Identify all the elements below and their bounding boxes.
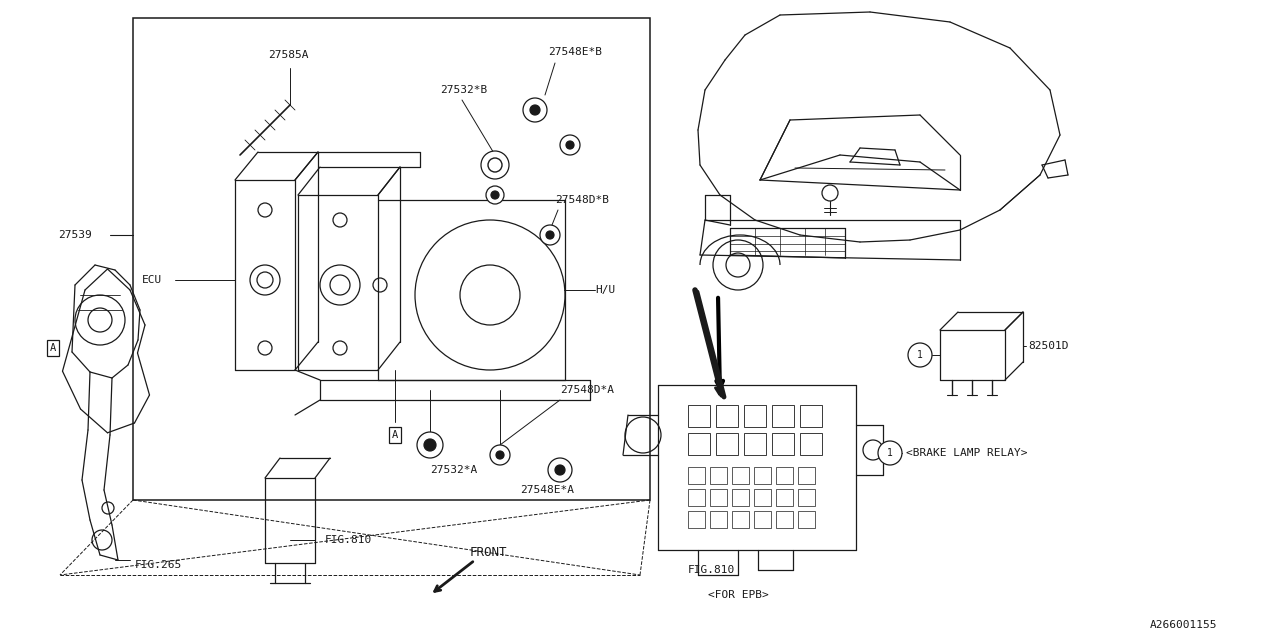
Bar (710, 467, 727, 484)
Circle shape (492, 191, 499, 199)
Text: 27548D*B: 27548D*B (556, 195, 609, 205)
Bar (689, 433, 710, 455)
Text: FIG.265: FIG.265 (134, 560, 182, 570)
Bar (772, 433, 794, 455)
Bar (689, 405, 710, 427)
Bar (754, 467, 771, 484)
Circle shape (548, 458, 572, 482)
Text: 27585A: 27585A (268, 50, 308, 60)
Circle shape (908, 343, 932, 367)
Circle shape (878, 441, 902, 465)
Text: FIG.810: FIG.810 (325, 535, 372, 545)
Bar (776, 511, 794, 528)
Bar (732, 467, 749, 484)
Bar (689, 467, 705, 484)
Bar (744, 433, 765, 455)
Bar (732, 489, 749, 506)
Circle shape (424, 439, 436, 451)
Text: FIG.810: FIG.810 (689, 565, 735, 575)
Text: 27532*B: 27532*B (440, 85, 488, 95)
Bar (716, 405, 739, 427)
Text: 27548E*A: 27548E*A (520, 485, 573, 495)
Circle shape (547, 231, 554, 239)
Bar (710, 511, 727, 528)
Bar (772, 405, 794, 427)
Circle shape (488, 158, 502, 172)
Bar (797, 467, 815, 484)
Bar (800, 405, 822, 427)
Bar (732, 511, 749, 528)
Bar (776, 489, 794, 506)
Circle shape (417, 432, 443, 458)
Text: <BRAKE LAMP RELAY>: <BRAKE LAMP RELAY> (906, 448, 1028, 458)
Text: A: A (392, 430, 398, 440)
Text: ECU: ECU (142, 275, 163, 285)
Bar (689, 511, 705, 528)
Bar (776, 467, 794, 484)
Text: 82501D: 82501D (1028, 341, 1069, 351)
Circle shape (561, 135, 580, 155)
Bar (754, 489, 771, 506)
Text: 27539: 27539 (58, 230, 92, 240)
Bar (797, 489, 815, 506)
Circle shape (566, 141, 573, 149)
Bar (754, 511, 771, 528)
Bar (133, 18, 650, 500)
Circle shape (530, 105, 540, 115)
Circle shape (524, 98, 547, 122)
Text: FRONT: FRONT (470, 547, 507, 559)
Bar (797, 511, 815, 528)
Circle shape (556, 465, 564, 475)
Text: 1: 1 (916, 350, 923, 360)
Circle shape (497, 451, 504, 459)
Bar (800, 433, 822, 455)
FancyArrowPatch shape (717, 298, 723, 388)
Text: 27548D*A: 27548D*A (561, 385, 614, 395)
Bar (689, 489, 705, 506)
Text: H/U: H/U (595, 285, 616, 295)
Circle shape (540, 225, 561, 245)
Text: A266001155: A266001155 (1149, 620, 1217, 630)
Text: 27548E*B: 27548E*B (548, 47, 602, 57)
Circle shape (490, 445, 509, 465)
Bar (710, 489, 727, 506)
Bar (716, 433, 739, 455)
Bar (744, 405, 765, 427)
Circle shape (486, 186, 504, 204)
Text: <FOR EPB>: <FOR EPB> (708, 590, 769, 600)
Text: 1: 1 (887, 448, 893, 458)
Circle shape (481, 151, 509, 179)
Text: A: A (50, 343, 56, 353)
Text: 27532*A: 27532*A (430, 465, 477, 475)
